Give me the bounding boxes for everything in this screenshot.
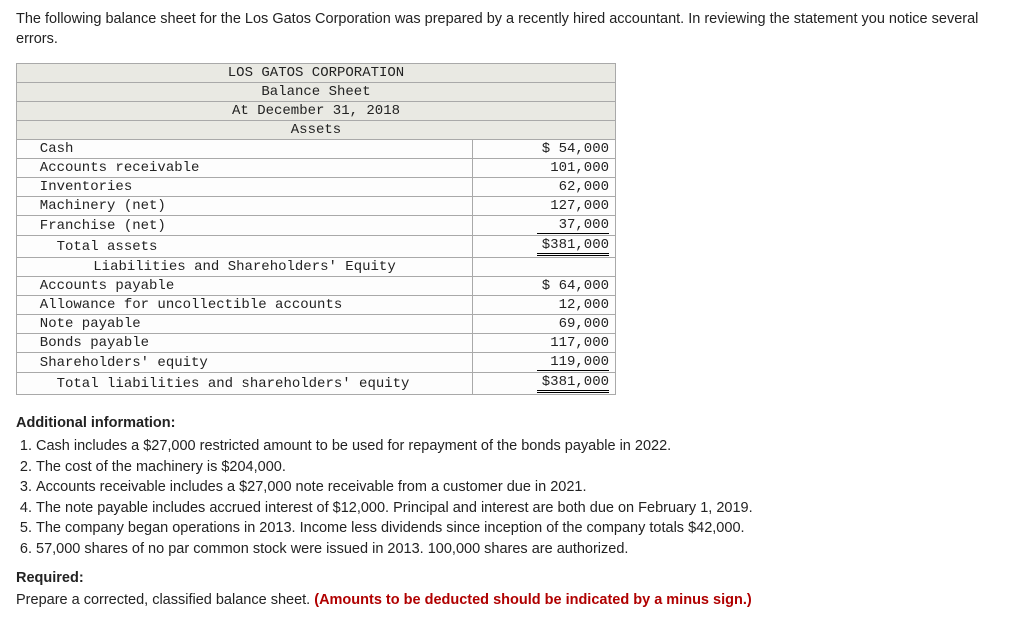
intro-text: The following balance sheet for the Los … bbox=[16, 10, 1008, 49]
asset-row-0-value: $ 54,000 bbox=[473, 140, 616, 159]
sheet-date: At December 31, 2018 bbox=[17, 102, 616, 121]
additional-info-heading: Additional information: bbox=[16, 415, 1008, 431]
deduct-note: (Amounts to be deducted should be indica… bbox=[314, 592, 751, 608]
assets-header: Assets bbox=[17, 121, 616, 140]
liab-row-2-value: 69,000 bbox=[473, 315, 616, 334]
additional-item-3: The note payable includes accrued intere… bbox=[36, 499, 1008, 519]
liab-row-0-label: Accounts payable bbox=[17, 277, 473, 296]
additional-item-2: Accounts receivable includes a $27,000 n… bbox=[36, 478, 1008, 498]
additional-info-list: Cash includes a $27,000 restricted amoun… bbox=[16, 437, 1008, 559]
liab-row-3-value: 117,000 bbox=[473, 334, 616, 353]
asset-row-2-value: 62,000 bbox=[473, 178, 616, 197]
asset-row-1-value: 101,000 bbox=[473, 159, 616, 178]
asset-row-4-value: 37,000 bbox=[473, 216, 616, 236]
required-text: Prepare a corrected, classified balance … bbox=[16, 592, 1008, 608]
liab-row-5-value: $381,000 bbox=[473, 373, 616, 395]
liabilities-header: Liabilities and Shareholders' Equity bbox=[17, 258, 473, 277]
liab-row-3-label: Bonds payable bbox=[17, 334, 473, 353]
sheet-title: Balance Sheet bbox=[17, 83, 616, 102]
asset-row-5-value: $381,000 bbox=[473, 236, 616, 258]
asset-row-5-label: Total assets bbox=[17, 236, 473, 258]
liab-row-1-value: 12,000 bbox=[473, 296, 616, 315]
liab-row-5-label: Total liabilities and shareholders' equi… bbox=[17, 373, 473, 395]
asset-row-2-label: Inventories bbox=[17, 178, 473, 197]
asset-row-3-label: Machinery (net) bbox=[17, 197, 473, 216]
additional-item-5: 57,000 shares of no par common stock wer… bbox=[36, 540, 1008, 560]
liab-row-0-value: $ 64,000 bbox=[473, 277, 616, 296]
required-body: Prepare a corrected, classified balance … bbox=[16, 592, 314, 608]
additional-item-4: The company began operations in 2013. In… bbox=[36, 519, 1008, 539]
asset-row-3-value: 127,000 bbox=[473, 197, 616, 216]
additional-item-0: Cash includes a $27,000 restricted amoun… bbox=[36, 437, 1008, 457]
balance-sheet-table: LOS GATOS CORPORATIONBalance SheetAt Dec… bbox=[16, 63, 616, 395]
liab-row-2-label: Note payable bbox=[17, 315, 473, 334]
required-heading: Required: bbox=[16, 570, 1008, 586]
asset-row-4-label: Franchise (net) bbox=[17, 216, 473, 236]
liab-row-4-value: 119,000 bbox=[473, 353, 616, 373]
sheet-company: LOS GATOS CORPORATION bbox=[17, 64, 616, 83]
asset-row-0-label: Cash bbox=[17, 140, 473, 159]
additional-item-1: The cost of the machinery is $204,000. bbox=[36, 458, 1008, 478]
liab-row-4-label: Shareholders' equity bbox=[17, 353, 473, 373]
asset-row-1-label: Accounts receivable bbox=[17, 159, 473, 178]
liab-row-1-label: Allowance for uncollectible accounts bbox=[17, 296, 473, 315]
liabilities-header-blank bbox=[473, 258, 616, 277]
balance-sheet-container: LOS GATOS CORPORATIONBalance SheetAt Dec… bbox=[16, 63, 616, 395]
